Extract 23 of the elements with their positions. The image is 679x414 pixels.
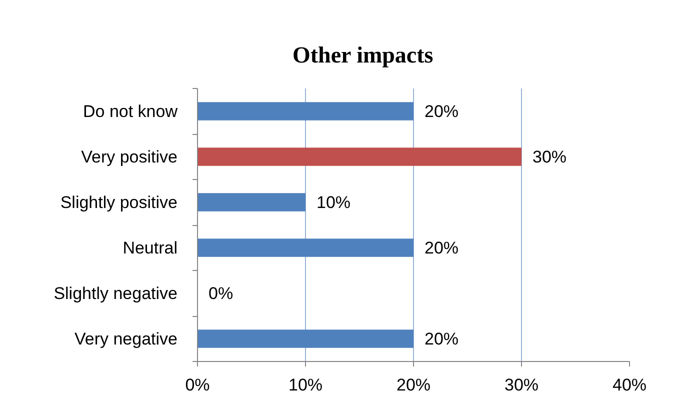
y-tick-label: Very positive [81, 147, 178, 166]
data-label: 10% [316, 192, 351, 212]
data-label: 20% [424, 102, 459, 121]
y-tick-label: Do not know [83, 102, 178, 121]
y-tick-label: Neutral [122, 238, 178, 258]
bar [198, 193, 306, 212]
data-label: 0% [208, 284, 234, 303]
x-tick-label: 10% [288, 376, 323, 394]
data-label: 30% [532, 147, 567, 166]
y-tick-label: Very negative [74, 329, 178, 348]
x-tick-label: 30% [504, 376, 539, 394]
bar [198, 238, 414, 257]
x-tick-label: 20% [396, 376, 431, 394]
x-tick-label: 40% [612, 376, 647, 394]
data-label: 20% [424, 238, 459, 258]
data-label: 20% [424, 329, 459, 348]
x-tick-label: 0% [185, 376, 210, 394]
bar [198, 148, 522, 166]
bar [198, 330, 414, 348]
y-tick-label: Slightly negative [54, 284, 178, 303]
bar [198, 102, 414, 120]
chart-title: Other impacts [292, 42, 434, 68]
y-tick-label: Slightly positive [60, 192, 178, 212]
